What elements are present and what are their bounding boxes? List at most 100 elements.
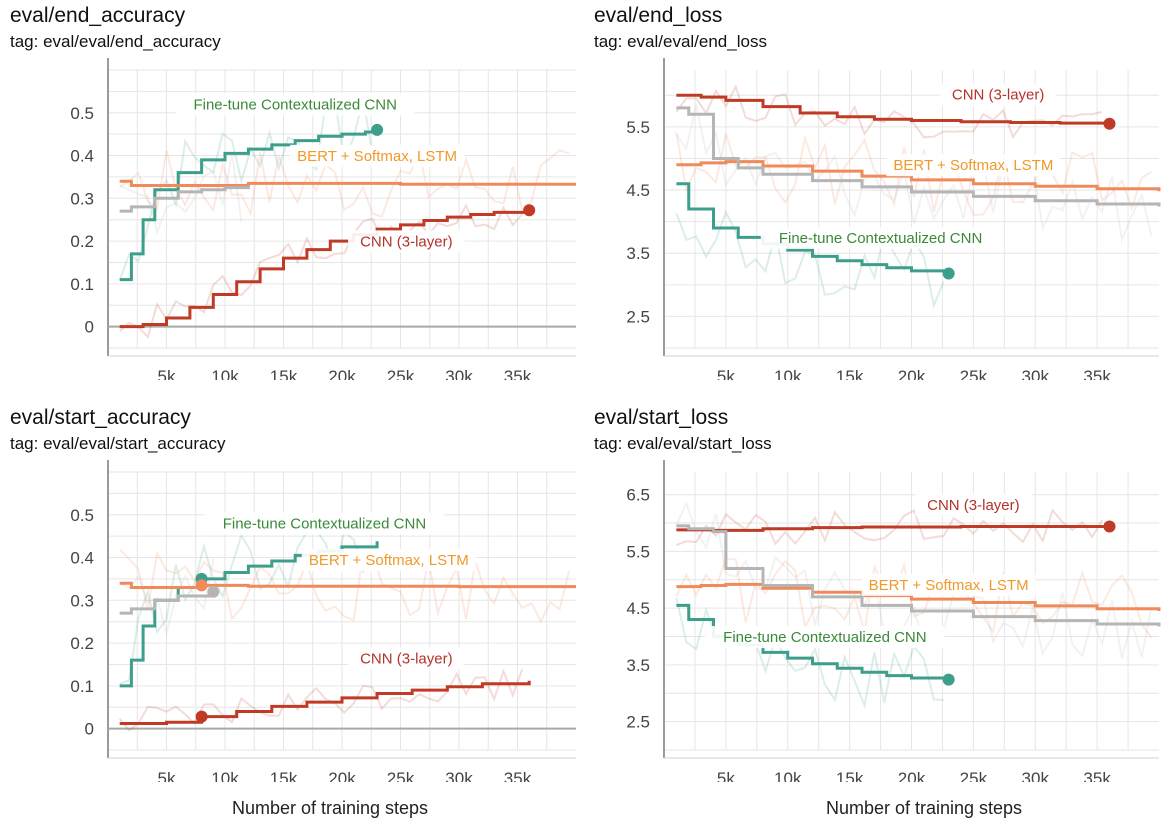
series-label-bg [348,230,465,253]
panel-end-accuracy: eval/end_accuracy tag: eval/eval/end_acc… [0,0,578,412]
series-label-bg [290,144,465,167]
series-label: CNN (3-layer) [952,86,1045,103]
series-label: CNN (3-layer) [360,650,453,667]
x-tick-label: 10k [774,367,802,380]
chart-tag: tag: eval/eval/end_accuracy [10,32,221,51]
x-tick-label: 5k [158,367,176,380]
chart-title: eval/start_loss [594,406,729,429]
series-marker [195,579,208,592]
series-label: BERT + Softmax, LSTM [893,157,1053,174]
noise-trace [119,203,523,339]
series-label-bg [939,83,1057,106]
series-end-marker [371,123,384,136]
x-tick-label: 20k [328,769,356,782]
series-label-bg [861,573,1036,596]
series-label-bg [204,512,445,535]
x-tick-label: 35k [1083,769,1111,782]
chart-end-loss: 2.5 3.5 4.5 5.5 5k 10k 15k 20k 25k 30k 35k CNN (3-l… [626,58,1161,380]
y-tick-label: 0.2 [70,232,94,251]
series-label-bg [886,154,1061,177]
series-label: BERT + Softmax, LSTM [297,148,457,165]
noise-trace [118,668,524,732]
series-line [676,524,1110,532]
x-tick-label: 25k [387,769,415,782]
noise-trace [119,558,215,638]
series-label: CNN (3-layer) [927,497,1020,514]
y-tick-label: 5.5 [626,118,650,137]
series-label: Fine-tune Contextualized CNN [779,230,982,247]
noise-trace [675,104,1153,244]
series-line [119,581,576,589]
y-tick-label: 0.4 [70,549,94,568]
x-tick-label: 20k [898,769,926,782]
y-tick-label: 0.5 [70,104,94,123]
chart-title: eval/end_loss [594,4,723,27]
y-tick-label: 0.3 [70,189,94,208]
panel-end-loss: eval/end_loss tag: eval/eval/end_loss 2.… [584,0,1161,412]
series-end-marker [942,267,955,280]
series-line [676,182,951,274]
series-label-bg [301,548,476,571]
x-tick-label: 35k [1083,367,1111,380]
series-end-marker [523,204,536,217]
x-tick-label: 15k [270,769,298,782]
x-tick-label: 5k [158,769,176,782]
chart-tag: tag: eval/eval/end_loss [594,32,767,51]
series-label: CNN (3-layer) [360,233,453,250]
noise-trace [675,597,944,709]
noise-trace [675,500,1153,659]
chart-start-accuracy: 0 0.1 0.2 0.3 0.4 0.5 5k 10k 15k 20k 25k 30k 35k Fine… [70,460,576,782]
x-tick-label: 35k [504,769,532,782]
chart-tag: tag: eval/eval/start_accuracy [10,434,226,453]
panel-start-loss: eval/start_loss tag: eval/eval/start_los… [584,402,1161,818]
x-tick-label: 5k [717,769,735,782]
chart-title: eval/start_accuracy [10,406,191,429]
x-tick-label: 25k [387,367,415,380]
series-label: Fine-tune Contextualized CNN [193,96,396,113]
series-end-marker [942,673,955,686]
y-tick-label: 0.1 [70,275,94,294]
series-label: BERT + Softmax, LSTM [309,552,469,569]
series-label-bg [760,226,1001,249]
series-label-bg [705,626,945,649]
x-tick-label: 30k [445,769,473,782]
x-tick-label: 15k [836,367,864,380]
series-line [119,185,250,213]
x-tick-label: 15k [836,769,864,782]
series-label-bg [915,493,1032,516]
noise-trace [119,147,570,218]
x-tick-label: 10k [211,367,239,380]
x-tick-label: 10k [774,769,802,782]
series-marker [207,585,220,598]
x-tick-label: 5k [717,367,735,380]
x-tick-label: 20k [898,367,926,380]
series-line [676,93,1111,125]
y-tick-label: 0.5 [70,506,94,525]
x-tick-label: 15k [270,367,298,380]
series-line [119,129,379,282]
y-tick-label: 2.5 [626,307,650,326]
series-line [676,160,1161,192]
x-tick-label: 25k [960,769,988,782]
y-tick-label: 0.1 [70,677,94,696]
chart-end-accuracy: 0 0.1 0.2 0.3 0.4 0.5 5k 10k 15k 20k 25k 30k 35k Fine… [70,58,576,380]
y-tick-label: 4.5 [626,599,650,618]
y-tick-label: 4.5 [626,181,650,200]
y-tick-label: 2.5 [626,713,650,732]
x-tick-label: 30k [1022,769,1050,782]
chart-title: eval/end_accuracy [10,4,186,27]
y-tick-label: 0.4 [70,147,94,166]
noise-trace [675,209,945,309]
y-tick-label: 0 [85,318,94,337]
noise-trace [119,153,243,236]
x-tick-label: 30k [445,367,473,380]
panel-start-accuracy: eval/start_accuracy tag: eval/eval/start… [0,402,578,818]
series-line [676,524,1161,627]
y-tick-label: 0 [85,720,94,739]
x-axis-label: Number of training steps [825,798,1023,818]
y-tick-label: 0.2 [70,634,94,653]
chart-start-loss: 2.5 3.5 4.5 5.5 6.5 5k 10k 15k 20k 25k 30k 35k CNN (… [626,460,1161,782]
series-end-marker [1103,520,1116,533]
y-tick-label: 6.5 [626,486,650,505]
noise-trace [118,548,570,624]
